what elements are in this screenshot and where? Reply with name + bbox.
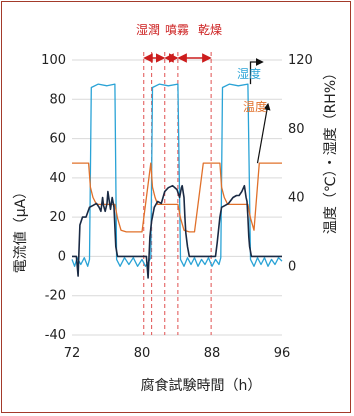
x-axis-label: 腐食試験時間（h） <box>141 377 262 394</box>
figure-frame <box>1 1 351 413</box>
temperature-callout-arrow <box>256 102 271 164</box>
y-left-tick-label: 0 <box>58 249 66 264</box>
humidity-label: 湿度 <box>237 66 261 81</box>
y-left-tick-label: 80 <box>49 92 66 107</box>
tick-labels: 100 80 60 40 20 0 -20 -40 120 80 40 0 72 80 88 96 <box>41 53 313 361</box>
x-tick-label: 96 <box>274 346 291 361</box>
y-right-tick-label: 80 <box>288 122 305 137</box>
y-axis-left-label: 電流値（μA） <box>13 185 29 273</box>
y-right-tick-label: 40 <box>288 191 305 206</box>
current-line <box>72 184 282 279</box>
series-layer <box>71 58 283 279</box>
y-left-tick-label: -20 <box>45 289 66 304</box>
temperature-label: 温度 <box>243 99 267 114</box>
phase-label-dry: 乾燥 <box>198 23 222 37</box>
y-left-tick-label: 60 <box>49 132 66 147</box>
y-left-tick-label: 20 <box>49 210 66 225</box>
x-tick-label: 88 <box>204 346 221 361</box>
humidity-callout-arrow <box>249 58 264 85</box>
x-tick-label: 72 <box>64 346 81 361</box>
x-tick-label: 80 <box>134 346 151 361</box>
grid-lines <box>72 59 282 336</box>
y-right-tick-label: 120 <box>288 53 313 68</box>
phase-label-wet: 湿潤 <box>136 22 160 37</box>
humidity-line <box>71 83 283 267</box>
y-left-tick-label: -40 <box>45 328 66 343</box>
y-right-tick-label: 0 <box>288 259 296 274</box>
y-left-tick-label: 40 <box>49 171 66 186</box>
y-axis-right-label: 温度（℃）・湿度（RH%） <box>323 66 339 234</box>
phase-label-spray: 噴霧 <box>165 23 189 37</box>
y-left-tick-label: 100 <box>41 53 66 68</box>
